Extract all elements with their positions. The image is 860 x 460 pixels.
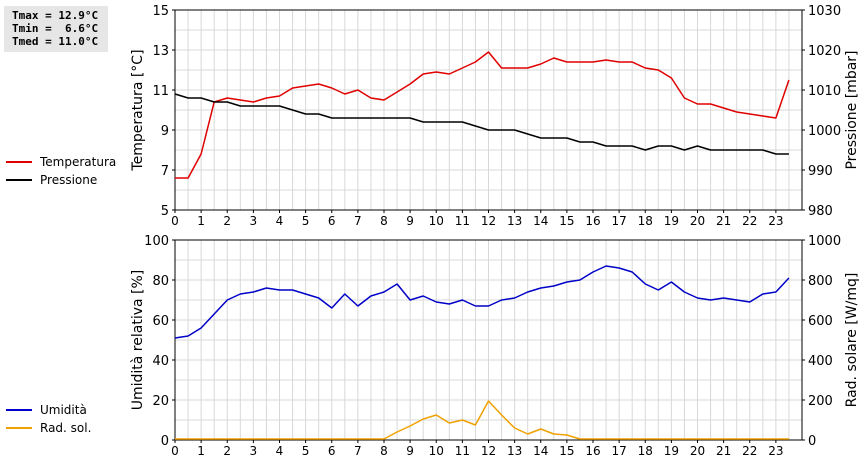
x-tick-label: 12 bbox=[481, 214, 496, 228]
series-line-temperatura bbox=[175, 51, 790, 179]
series-line-pressione bbox=[174, 93, 789, 155]
x-tick-label: 3 bbox=[250, 444, 258, 458]
y-tick-label-left: 15 bbox=[152, 4, 169, 19]
y-axis-label-left: Temperatura [°C] bbox=[130, 49, 146, 171]
x-tick-label: 19 bbox=[664, 444, 679, 458]
x-tick-label: 7 bbox=[354, 214, 362, 228]
y-tick-label-right: 0 bbox=[808, 434, 816, 449]
x-tick-label: 11 bbox=[455, 214, 470, 228]
x-tick-label: 10 bbox=[429, 444, 444, 458]
y-tick-label-left: 9 bbox=[161, 124, 169, 139]
legend-temperatura: Temperatura bbox=[6, 155, 116, 169]
legend-label-temperatura: Temperatura bbox=[40, 155, 117, 169]
y-tick-label-left: 40 bbox=[152, 354, 169, 369]
legend-pressione: Pressione bbox=[6, 173, 97, 187]
x-tick-label: 4 bbox=[276, 214, 284, 228]
y-tick-label-right: 600 bbox=[808, 314, 833, 329]
legend-swatch-umidita bbox=[6, 408, 32, 411]
x-tick-label: 13 bbox=[507, 444, 522, 458]
x-tick-label: 9 bbox=[406, 214, 414, 228]
y-tick-label-left: 20 bbox=[152, 394, 169, 409]
x-tick-label: 20 bbox=[690, 444, 705, 458]
x-tick-label: 3 bbox=[250, 214, 258, 228]
legend-radsol: Rad. sol. bbox=[6, 421, 91, 435]
x-tick-label: 8 bbox=[380, 444, 388, 458]
y-tick-label-left: 80 bbox=[152, 274, 169, 289]
x-tick-label: 1 bbox=[197, 214, 205, 228]
x-tick-label: 7 bbox=[354, 444, 362, 458]
x-tick-label: 15 bbox=[559, 444, 574, 458]
x-tick-label: 13 bbox=[507, 214, 522, 228]
y-axis-label-right: Rad. solare [W/mq] bbox=[844, 273, 860, 408]
y-tick-label-left: 100 bbox=[144, 234, 169, 249]
x-tick-label: 11 bbox=[455, 444, 470, 458]
x-tick-label: 18 bbox=[638, 214, 653, 228]
x-tick-label: 5 bbox=[302, 214, 310, 228]
x-tick-label: 21 bbox=[716, 214, 731, 228]
x-tick-label: 9 bbox=[406, 444, 414, 458]
x-tick-label: 16 bbox=[585, 444, 600, 458]
y-tick-label-right: 400 bbox=[808, 354, 833, 369]
x-tick-label: 21 bbox=[716, 444, 731, 458]
x-tick-label: 4 bbox=[276, 444, 284, 458]
legend-label-radsol: Rad. sol. bbox=[40, 421, 92, 435]
legend-swatch-pressione bbox=[6, 178, 32, 181]
y-tick-label-left: 5 bbox=[161, 204, 169, 219]
y-axis-label-right: Pressione [mbar] bbox=[844, 50, 860, 169]
y-tick-label-right: 800 bbox=[808, 274, 833, 289]
y-tick-label-right: 200 bbox=[808, 394, 833, 409]
y-tick-label-left: 7 bbox=[161, 164, 169, 179]
legend-label-pressione: Pressione bbox=[40, 173, 98, 187]
x-tick-label: 14 bbox=[533, 444, 548, 458]
y-tick-label-left: 13 bbox=[152, 44, 169, 59]
x-tick-label: 6 bbox=[328, 214, 336, 228]
x-tick-label: 6 bbox=[328, 444, 336, 458]
series-line-umidit bbox=[174, 265, 790, 339]
y-tick-label-right: 990 bbox=[808, 164, 833, 179]
legend-swatch-radsol bbox=[6, 426, 32, 429]
x-tick-label: 2 bbox=[223, 444, 231, 458]
x-tick-label: 0 bbox=[171, 444, 179, 458]
y-axis-label-left: Umidità relativa [%] bbox=[130, 270, 146, 411]
stat-tmax: Tmax = 12.9°C bbox=[12, 9, 99, 22]
x-tick-label: 1 bbox=[197, 444, 205, 458]
y-tick-label-right: 1030 bbox=[808, 4, 841, 19]
x-tick-label: 19 bbox=[664, 214, 679, 228]
x-tick-label: 5 bbox=[302, 444, 310, 458]
y-tick-label-right: 980 bbox=[808, 204, 833, 219]
y-tick-label-right: 1000 bbox=[808, 234, 841, 249]
chart-panel-0: 0 1 2 3 4 5 6 7 8 9 10 11 12 13 14 15 16 17 18 19 20 21 22 2357… bbox=[130, 4, 860, 228]
legend-label-umidita: Umidità bbox=[40, 403, 87, 417]
y-tick-label-right: 1000 bbox=[808, 124, 841, 139]
x-tick-label: 20 bbox=[690, 214, 705, 228]
x-tick-label: 0 bbox=[171, 214, 179, 228]
stat-tmed: Tmed = 11.0°C bbox=[12, 35, 99, 48]
x-tick-label: 22 bbox=[742, 214, 757, 228]
x-tick-label: 23 bbox=[768, 444, 783, 458]
y-tick-label-left: 60 bbox=[152, 314, 169, 329]
x-tick-label: 23 bbox=[768, 214, 783, 228]
chart-panel-1: 0 1 2 3 4 5 6 7 8 9 10 11 12 13 14 15 16 17 18 19 20 21 22 2302… bbox=[130, 234, 860, 458]
x-tick-label: 15 bbox=[559, 214, 574, 228]
y-tick-label-left: 0 bbox=[161, 434, 169, 449]
x-tick-label: 16 bbox=[585, 214, 600, 228]
y-tick-label-right: 1020 bbox=[808, 44, 841, 59]
x-tick-label: 14 bbox=[533, 214, 548, 228]
x-tick-label: 12 bbox=[481, 444, 496, 458]
x-tick-label: 22 bbox=[742, 444, 757, 458]
x-tick-label: 18 bbox=[638, 444, 653, 458]
x-tick-label: 17 bbox=[611, 444, 626, 458]
y-tick-label-left: 11 bbox=[152, 84, 169, 99]
stats-box: Tmax = 12.9°C Tmin = 6.6°C Tmed = 11.0°C bbox=[4, 6, 108, 52]
x-tick-label: 17 bbox=[611, 214, 626, 228]
x-tick-label: 2 bbox=[223, 214, 231, 228]
series-line-rad-sol bbox=[175, 400, 789, 440]
x-tick-label: 8 bbox=[380, 214, 388, 228]
legend-umidita: Umidità bbox=[6, 403, 87, 417]
y-tick-label-right: 1010 bbox=[808, 84, 841, 99]
stat-tmin: Tmin = 6.6°C bbox=[12, 22, 99, 35]
x-tick-label: 10 bbox=[429, 214, 444, 228]
legend-swatch-temperatura bbox=[6, 160, 32, 163]
